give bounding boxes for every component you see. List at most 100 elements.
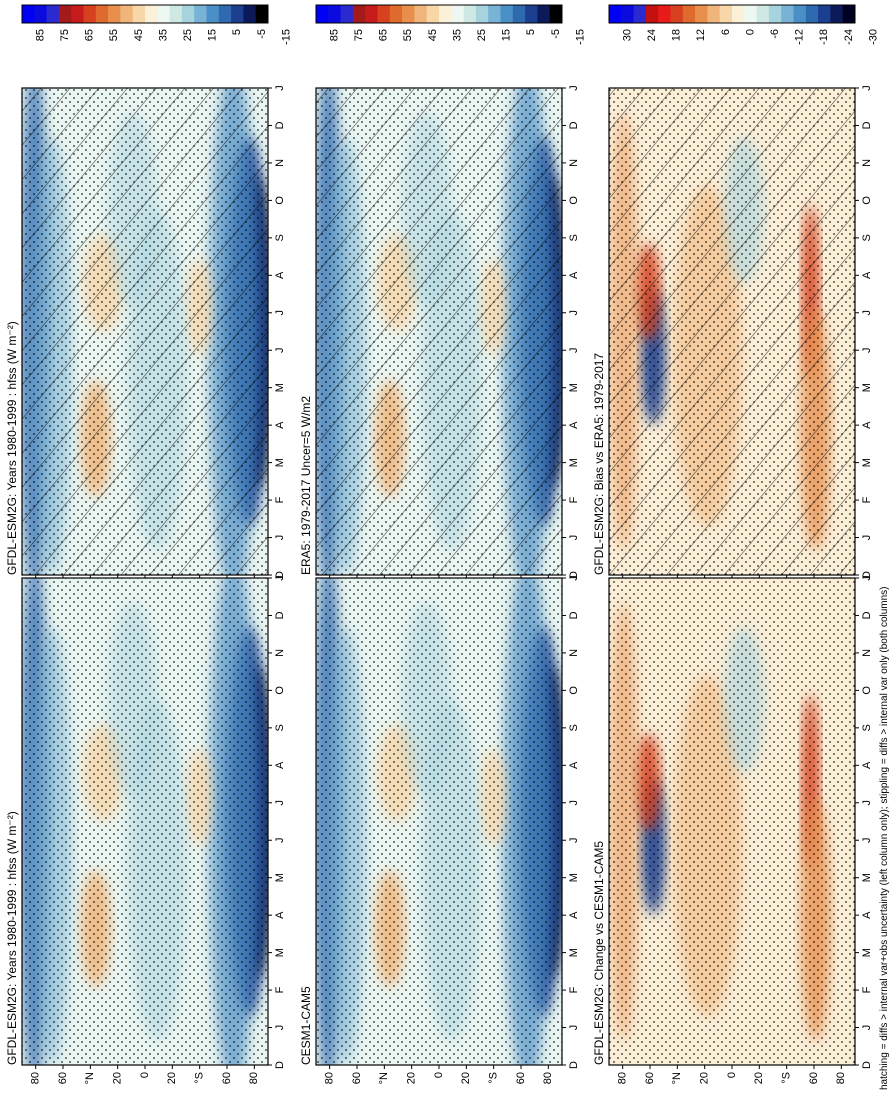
month-tick-label: J [274, 1025, 286, 1031]
colorbar-swatch [695, 5, 708, 23]
colorbar-swatch [255, 5, 269, 23]
colorbar-tick-label: -15 [280, 29, 292, 45]
colorbar-tick-label: 5 [231, 29, 243, 35]
month-tick-label: S [274, 724, 286, 731]
colorbar-swatch [818, 5, 831, 23]
colorbar-tick-label: 75 [59, 29, 71, 41]
panel-cesm1-cam5: 80 60 °N 20 0 20 °S 60 80 D J F M A M J J A S O N D J CESM1-CAM… [299, 575, 580, 1084]
colorbar-swatch [512, 5, 526, 23]
month-tick-label: N [274, 649, 286, 657]
colorbar-swatch [34, 5, 47, 23]
colorbar-swatch [71, 5, 84, 23]
colorbar-tick-label: 55 [402, 29, 414, 41]
month-tick-label: D [568, 571, 580, 579]
colorbar-tick-label: -18 [818, 29, 830, 45]
colorbar-difference: 30 24 18 12 6 0 -6 -12 -18 -24 -30 [608, 4, 879, 45]
colorbar-tick-label: 35 [451, 29, 463, 41]
month-tick-label: D [274, 1061, 286, 1069]
panel-title: GFDL-ESM2G: Bias vs ERA5: 1979-2017 [592, 353, 606, 575]
colorbar-swatch [633, 5, 647, 23]
month-tick-label: J [568, 310, 580, 316]
month-tick-label: J [861, 800, 873, 806]
month-tick-label: F [861, 496, 873, 503]
colorbar-tick-label: 18 [671, 29, 683, 41]
colorbar-tick-label: 15 [501, 29, 513, 41]
month-tick-label: A [274, 911, 286, 919]
colorbar-swatch [463, 5, 477, 23]
colorbar-tick-label: -15 [574, 29, 586, 45]
month-tick-label: S [861, 724, 873, 731]
colorbar-swatch [132, 5, 146, 23]
colorbar-tick-label: 65 [84, 29, 96, 41]
month-tick-label: D [568, 121, 580, 129]
month-tick-label: J [861, 85, 873, 91]
month-tick-label: J [861, 347, 873, 353]
panel-bias-vs-era5: 8060°N20020°S6080DJFMAMJJASONDJGFDL-ESM2… [592, 85, 873, 594]
month-tick-label: J [274, 837, 286, 843]
colorbar-swatch [439, 5, 452, 23]
stippling-overlay [609, 578, 855, 1065]
colorbar-frame [315, 4, 563, 24]
lat-tick-label: 0 [726, 1072, 738, 1078]
month-tick-label: J [274, 310, 286, 316]
month-tick-label: O [861, 686, 873, 695]
stippling-overlay [22, 88, 268, 575]
colorbar-swatch [83, 5, 97, 23]
month-tick-label: J [568, 575, 580, 581]
month-tick-label: J [274, 85, 286, 91]
colorbar-swatch [670, 5, 684, 23]
lat-tick-label: 60 [808, 1072, 820, 1084]
month-tick-label: N [861, 159, 873, 167]
colorbar-tick-label: -6 [769, 29, 781, 39]
month-tick-label: A [274, 421, 286, 429]
colorbar-swatch [549, 5, 563, 23]
month-tick-label: M [274, 383, 286, 392]
colorbar-swatch [658, 5, 671, 23]
stippling-overlay [22, 578, 268, 1065]
colorbar-swatch [389, 5, 403, 23]
lat-tick-label: 20 [460, 1072, 472, 1084]
month-tick-label: F [861, 986, 873, 993]
month-tick-label: J [274, 347, 286, 353]
colorbar-tick-label: 24 [646, 29, 658, 41]
colorbar-tick-label: 6 [720, 29, 732, 35]
colorbar-swatch [377, 5, 391, 23]
month-tick-label: S [274, 234, 286, 241]
colorbar-swatch [488, 5, 501, 23]
colorbar-swatch [451, 5, 464, 23]
colorbar-swatch [157, 5, 170, 23]
colorbar-swatch [744, 5, 757, 23]
colorbar-tick-label: -5 [550, 29, 562, 39]
colorbar-swatch [781, 5, 794, 23]
month-tick-label: J [861, 310, 873, 316]
month-tick-label: S [568, 234, 580, 241]
stippling-overlay [609, 88, 855, 575]
colorbar-swatch [231, 5, 244, 23]
colorbar-swatch [830, 5, 844, 23]
panel-title: GFDL-ESM2G: Years 1980-1999 : hfss (W m⁻… [5, 811, 19, 1065]
colorbar-swatch [206, 5, 220, 23]
lat-tick-label: 60 [351, 1072, 363, 1084]
month-tick-label: A [568, 271, 580, 279]
lat-tick-label: °N [84, 1072, 96, 1084]
colorbar-swatch [402, 5, 415, 23]
month-tick-label: M [274, 873, 286, 882]
month-tick-label: J [568, 347, 580, 353]
month-tick-label: O [568, 686, 580, 695]
month-tick-label: M [568, 383, 580, 392]
lat-tick-label: °N [378, 1072, 390, 1084]
lat-tick-label: 60 [515, 1072, 527, 1084]
colorbar-swatch [169, 5, 183, 23]
colorbar-absolute-mid: 85 75 65 55 45 35 25 15 5 -5 -15 [315, 4, 586, 45]
lat-tick-label: 80 [248, 1072, 260, 1084]
colorbar-tick-label: 55 [108, 29, 120, 41]
lat-tick-label: 60 [57, 1072, 69, 1084]
panel-change-vs-cesm1: 80 60 °N 20 0 20 °S 60 80 D J F M A M J J A S O N D J GFDL-ESM2… [592, 575, 873, 1084]
month-tick-label: J [568, 535, 580, 541]
month-tick-label: J [274, 575, 286, 581]
colorbar-swatch [218, 5, 232, 23]
colorbar-swatch [426, 5, 440, 23]
colorbar-absolute-top: 85 75 65 55 45 35 25 15 5 -5 -15 [21, 4, 292, 45]
month-tick-label: N [861, 649, 873, 657]
